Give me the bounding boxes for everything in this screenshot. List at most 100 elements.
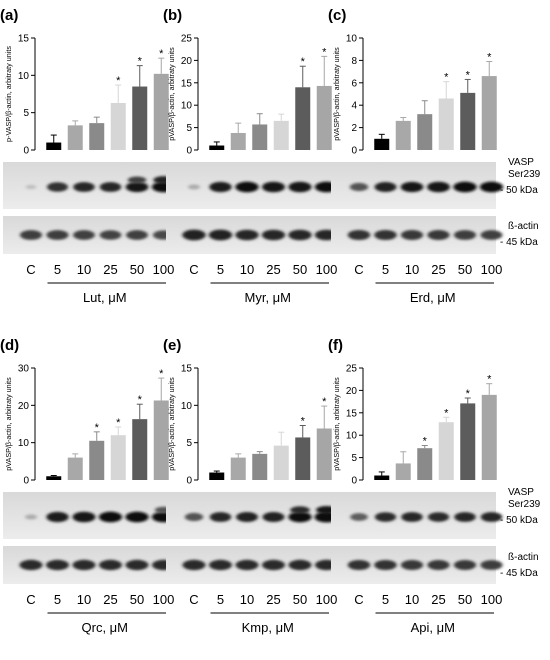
band-actin xyxy=(347,229,371,241)
band-actin xyxy=(182,559,206,571)
band-vasp-upper xyxy=(290,506,310,514)
bar xyxy=(273,120,289,150)
bar xyxy=(46,142,62,150)
y-tick-label: 4 xyxy=(351,101,357,112)
band-actin xyxy=(182,229,206,241)
panel-a: (a) 0 5 10 15 p-VASP/β-actin, arbitraty units… xyxy=(0,7,176,305)
band-vasp xyxy=(262,512,285,522)
x-axis-title: Kmp, μM xyxy=(242,620,294,635)
significance-star: * xyxy=(322,396,327,408)
y-tick-label: 0 xyxy=(351,476,357,487)
band-actin xyxy=(208,229,233,241)
band-vasp xyxy=(400,181,424,193)
bar xyxy=(209,472,225,480)
band-vasp-upper xyxy=(127,176,147,184)
significance-star: * xyxy=(444,72,449,84)
band-actin xyxy=(288,229,312,241)
band-vasp xyxy=(427,512,450,522)
lane-label: 50 xyxy=(458,592,472,607)
band-vasp xyxy=(235,181,259,193)
significance-star: * xyxy=(116,75,121,87)
band-actin xyxy=(480,230,503,240)
band-actin xyxy=(453,560,477,570)
y-tick-label: 0 xyxy=(23,476,29,487)
y-tick-label: 20 xyxy=(346,386,358,397)
band-vasp xyxy=(187,184,201,190)
bar xyxy=(417,114,433,150)
y-tick-label: 15 xyxy=(18,34,30,45)
band-actin xyxy=(235,559,259,571)
band-actin xyxy=(46,559,69,571)
lane-label: C xyxy=(26,262,35,277)
lane-label: 25 xyxy=(266,592,280,607)
band-vasp xyxy=(125,181,149,193)
lane-label: 10 xyxy=(405,262,419,277)
band-vasp xyxy=(25,184,37,190)
lane-label: C xyxy=(354,592,363,607)
bar xyxy=(481,394,497,480)
y-tick-label: 20 xyxy=(181,56,193,67)
bar xyxy=(374,138,390,150)
bar xyxy=(67,125,83,150)
y-tick-label: 0 xyxy=(23,146,29,157)
lane-label: 25 xyxy=(103,262,117,277)
x-axis-title: Erd, μM xyxy=(410,290,456,305)
y-tick-label: 6 xyxy=(351,78,357,89)
bar xyxy=(153,73,169,150)
bar xyxy=(438,98,454,150)
bar xyxy=(438,422,454,480)
bar xyxy=(46,476,62,480)
band-vasp xyxy=(99,182,122,192)
bar xyxy=(316,85,332,150)
band-vasp xyxy=(374,512,397,522)
bar xyxy=(110,435,126,480)
significance-star: * xyxy=(466,388,471,400)
y-axis-title: p-VASP/β-actin, arbitraty units xyxy=(4,46,13,142)
kda45-label-bottom: - 45 kDa xyxy=(500,568,538,579)
band-actin xyxy=(480,560,503,570)
vasp-label-line1: VASP xyxy=(508,157,534,168)
bar xyxy=(481,76,497,150)
band-vasp xyxy=(209,512,232,522)
lane-label: 50 xyxy=(293,592,307,607)
lane-label: 10 xyxy=(405,592,419,607)
band-actin xyxy=(72,559,96,571)
lane-label: 100 xyxy=(316,592,338,607)
lane-label: 100 xyxy=(481,262,503,277)
significance-star: * xyxy=(138,56,143,68)
panel-label: (a) xyxy=(0,7,18,24)
band-vasp xyxy=(72,511,96,523)
band-vasp xyxy=(374,182,397,192)
significance-star: * xyxy=(159,48,164,60)
y-tick-label: 25 xyxy=(346,364,358,375)
x-axis-title: Api, μM xyxy=(411,620,455,635)
bar xyxy=(209,145,225,150)
kda50-label-bottom: - 50 kDa xyxy=(500,515,538,526)
lane-label: 5 xyxy=(217,262,224,277)
y-tick-label: 15 xyxy=(181,364,193,375)
bar xyxy=(460,92,476,150)
band-vasp xyxy=(288,181,312,193)
band-actin xyxy=(99,559,122,571)
band-actin xyxy=(454,230,476,240)
lane-label: 25 xyxy=(103,592,117,607)
bar xyxy=(374,475,390,480)
band-actin xyxy=(374,559,397,571)
x-axis-title: Qrc, μM xyxy=(82,620,128,635)
band-vasp xyxy=(46,511,69,523)
lane-label: 10 xyxy=(77,592,91,607)
band-vasp xyxy=(480,512,503,522)
band-actin xyxy=(400,560,424,570)
y-axis-title: pVASP/β-actin, arbitraty units xyxy=(4,377,13,471)
band-actin xyxy=(235,229,259,241)
significance-star: * xyxy=(301,415,306,427)
lane-label: 25 xyxy=(266,262,280,277)
lane-label: 10 xyxy=(77,262,91,277)
y-tick-label: 5 xyxy=(186,123,192,134)
y-tick-label: 10 xyxy=(18,71,30,82)
band-actin xyxy=(46,230,69,240)
y-tick-label: 10 xyxy=(181,101,193,112)
lane-label: 5 xyxy=(54,592,61,607)
x-axis-title: Myr, μM xyxy=(245,290,291,305)
